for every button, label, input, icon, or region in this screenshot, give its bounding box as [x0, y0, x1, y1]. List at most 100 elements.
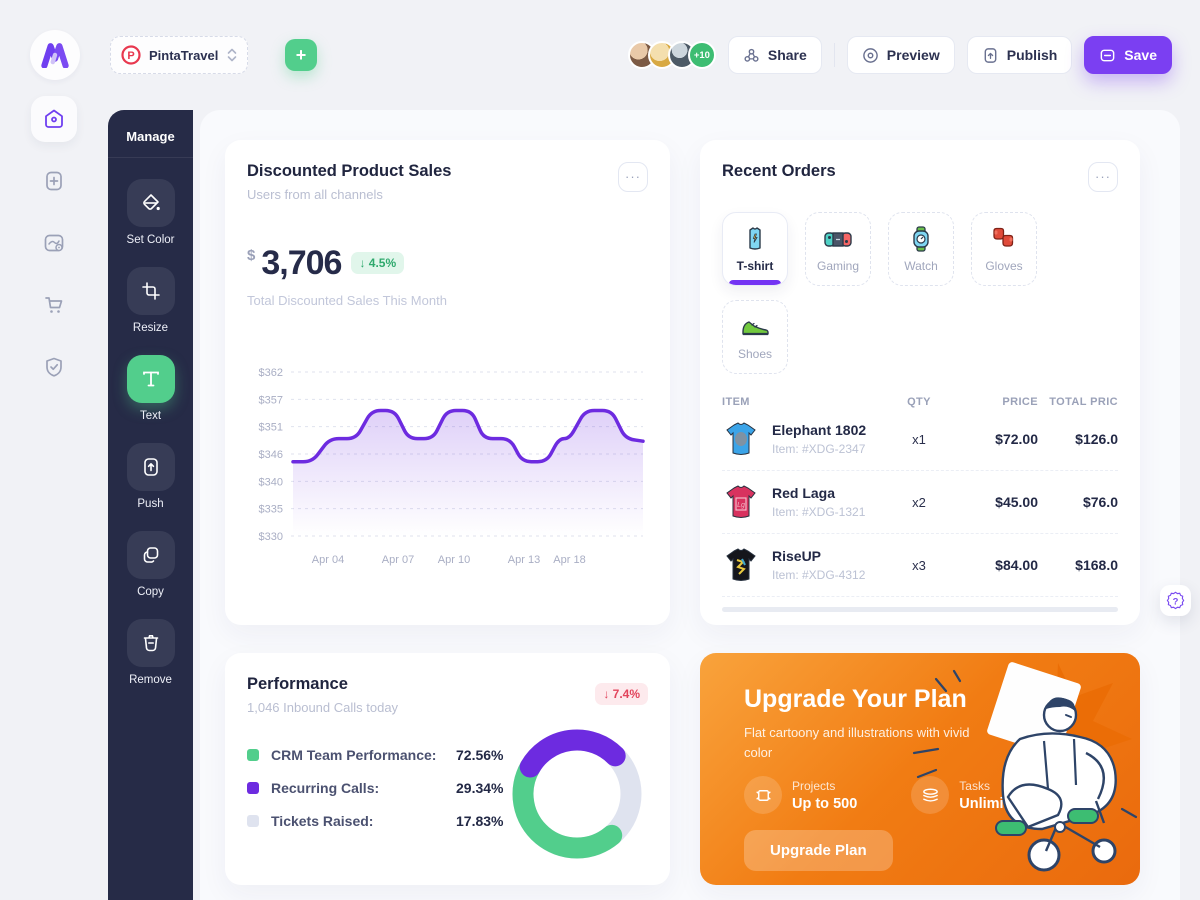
- legend-value: 72.56%: [456, 747, 504, 763]
- order-qty: x1: [912, 431, 926, 447]
- order-row[interactable]: RiseUP Item: #XDG-4312 x3 $84.00 $168.0: [722, 534, 1118, 597]
- category-chip-tshirt[interactable]: T-shirt: [722, 212, 788, 286]
- rail-item-analytics[interactable]: [31, 220, 77, 266]
- cart-icon: [45, 297, 63, 313]
- feature-value: Up to 500: [792, 795, 858, 812]
- orders-table-header: ITEM QTY PRICE TOTAL PRIC: [722, 396, 1118, 408]
- tool-set-color[interactable]: Set Color: [126, 179, 175, 246]
- product-name: Red Laga: [772, 485, 836, 501]
- avatar-overflow-count[interactable]: +10: [687, 41, 716, 69]
- workspace-selector[interactable]: P PintaTravel: [110, 36, 248, 74]
- performance-legend: CRM Team Performance: 72.56% Recurring C…: [247, 747, 648, 829]
- toolbar-title: Manage: [126, 129, 175, 144]
- rail-item-home[interactable]: [31, 96, 77, 142]
- category-chip-gaming[interactable]: Gaming: [805, 212, 871, 286]
- add-page-button[interactable]: +: [285, 39, 317, 71]
- svg-text:Apr 18: Apr 18: [553, 554, 585, 566]
- order-row[interactable]: Elephant 1802 Item: #XDG-2347 x1 $72.00 …: [722, 408, 1118, 471]
- trash-icon: [143, 635, 158, 652]
- sales-delta-badge: ↓ 4.5%: [351, 252, 405, 274]
- shield-check-icon: [46, 357, 62, 377]
- text-button[interactable]: [126, 355, 175, 403]
- layers-icon: [911, 776, 950, 814]
- question-badge-icon: ?: [1166, 591, 1185, 610]
- sales-card-subtitle: Users from all channels: [247, 187, 383, 202]
- active-chip-indicator: [729, 280, 781, 285]
- save-label: Save: [1124, 47, 1157, 63]
- legend-swatch: [247, 815, 259, 827]
- chip-label: Shoes: [737, 347, 773, 361]
- text-icon: [142, 371, 159, 387]
- app-logo[interactable]: [30, 30, 80, 80]
- upgrade-subtitle: Flat cartoony and illustrations with viv…: [744, 725, 970, 760]
- tool-resize[interactable]: Resize: [126, 267, 175, 334]
- svg-text:Apr 10: Apr 10: [438, 554, 470, 566]
- canvas-panel: Discounted Product Sales Users from all …: [200, 110, 1180, 900]
- topbar-divider: [833, 43, 835, 67]
- category-chip-gloves[interactable]: Gloves: [971, 212, 1037, 286]
- help-button[interactable]: ?: [1160, 585, 1191, 616]
- category-chip-shoes[interactable]: Shoes: [722, 300, 788, 374]
- rail-item-cart[interactable]: [31, 282, 77, 328]
- sales-card-title: Discounted Product Sales: [247, 162, 452, 180]
- col-price: PRICE: [1002, 396, 1038, 408]
- rail-item-security[interactable]: [31, 344, 77, 390]
- legend-label: Tickets Raised:: [271, 813, 374, 829]
- performance-donut-chart: [502, 719, 652, 869]
- discounted-sales-card: Discounted Product Sales Users from all …: [225, 140, 670, 625]
- svg-text:Apr 04: Apr 04: [312, 554, 344, 566]
- set-color-button[interactable]: [126, 179, 175, 227]
- col-qty: QTY: [907, 396, 931, 408]
- sales-card-menu-button[interactable]: ···: [618, 162, 648, 192]
- svg-text:Apr 13: Apr 13: [508, 554, 540, 566]
- order-row[interactable]: Lg Red Laga Item: #XDG-1321 x2 $45.00 $7…: [722, 471, 1118, 534]
- preview-button[interactable]: Preview: [846, 36, 955, 74]
- upgrade-plan-button[interactable]: Upgrade Plan: [744, 830, 893, 871]
- copy-button[interactable]: [126, 531, 175, 579]
- product-thumbnail-tshirt-icon: Lg: [726, 485, 756, 518]
- performance-card-title: Performance: [247, 675, 348, 693]
- orders-horizontal-scrollbar[interactable]: [722, 607, 1118, 612]
- icon-rail: [0, 96, 108, 406]
- order-total: $76.0: [1082, 494, 1118, 510]
- chip-label: T-shirt: [736, 259, 774, 273]
- share-label: Share: [767, 47, 807, 63]
- tool-remove[interactable]: Remove: [126, 619, 175, 686]
- chip-label: Gaming: [816, 259, 860, 273]
- share-button[interactable]: Share: [727, 36, 822, 74]
- order-qty: x3: [912, 557, 926, 573]
- tool-label: Remove: [129, 674, 172, 686]
- tool-text[interactable]: Text: [126, 355, 175, 422]
- preview-icon: [862, 47, 878, 63]
- legend-label: Recurring Calls:: [271, 780, 380, 796]
- gaming-icon: [824, 232, 852, 247]
- tool-push[interactable]: Push: [126, 443, 175, 510]
- category-chip-watch[interactable]: Watch: [888, 212, 954, 286]
- remove-button[interactable]: [126, 619, 175, 667]
- legend-swatch: [247, 749, 259, 761]
- save-button[interactable]: Save: [1084, 36, 1172, 74]
- category-chips-row-2: Shoes: [722, 300, 1118, 374]
- push-button[interactable]: [126, 443, 175, 491]
- stepper-chevrons-icon[interactable]: [227, 47, 237, 63]
- topbar: P PintaTravel + +10 Share: [0, 0, 1200, 110]
- resize-button[interactable]: [126, 267, 175, 315]
- publish-button[interactable]: Publish: [966, 36, 1073, 74]
- collaborator-avatars[interactable]: +10: [627, 41, 716, 69]
- svg-text:$330: $330: [259, 531, 283, 543]
- performance-delta-badge: ↓ 7.4%: [595, 683, 648, 705]
- orders-card-menu-button[interactable]: ···: [1088, 162, 1118, 192]
- svg-text:Apr 07: Apr 07: [382, 554, 414, 566]
- product-thumbnail-tshirt-icon: [726, 422, 756, 455]
- tshirt-icon: [749, 227, 761, 250]
- crop-icon: [141, 282, 160, 300]
- legend-row: Tickets Raised: 17.83%: [247, 813, 648, 829]
- copy-icon: [143, 547, 158, 563]
- rail-item-new-file[interactable]: [31, 158, 77, 204]
- col-total-price: TOTAL PRIC: [1049, 396, 1118, 408]
- watch-icon: [913, 226, 929, 252]
- tool-copy[interactable]: Copy: [126, 531, 175, 598]
- product-name: Elephant 1802: [772, 422, 867, 438]
- feature-label: Projects: [792, 778, 836, 793]
- svg-text:?: ?: [1173, 596, 1179, 607]
